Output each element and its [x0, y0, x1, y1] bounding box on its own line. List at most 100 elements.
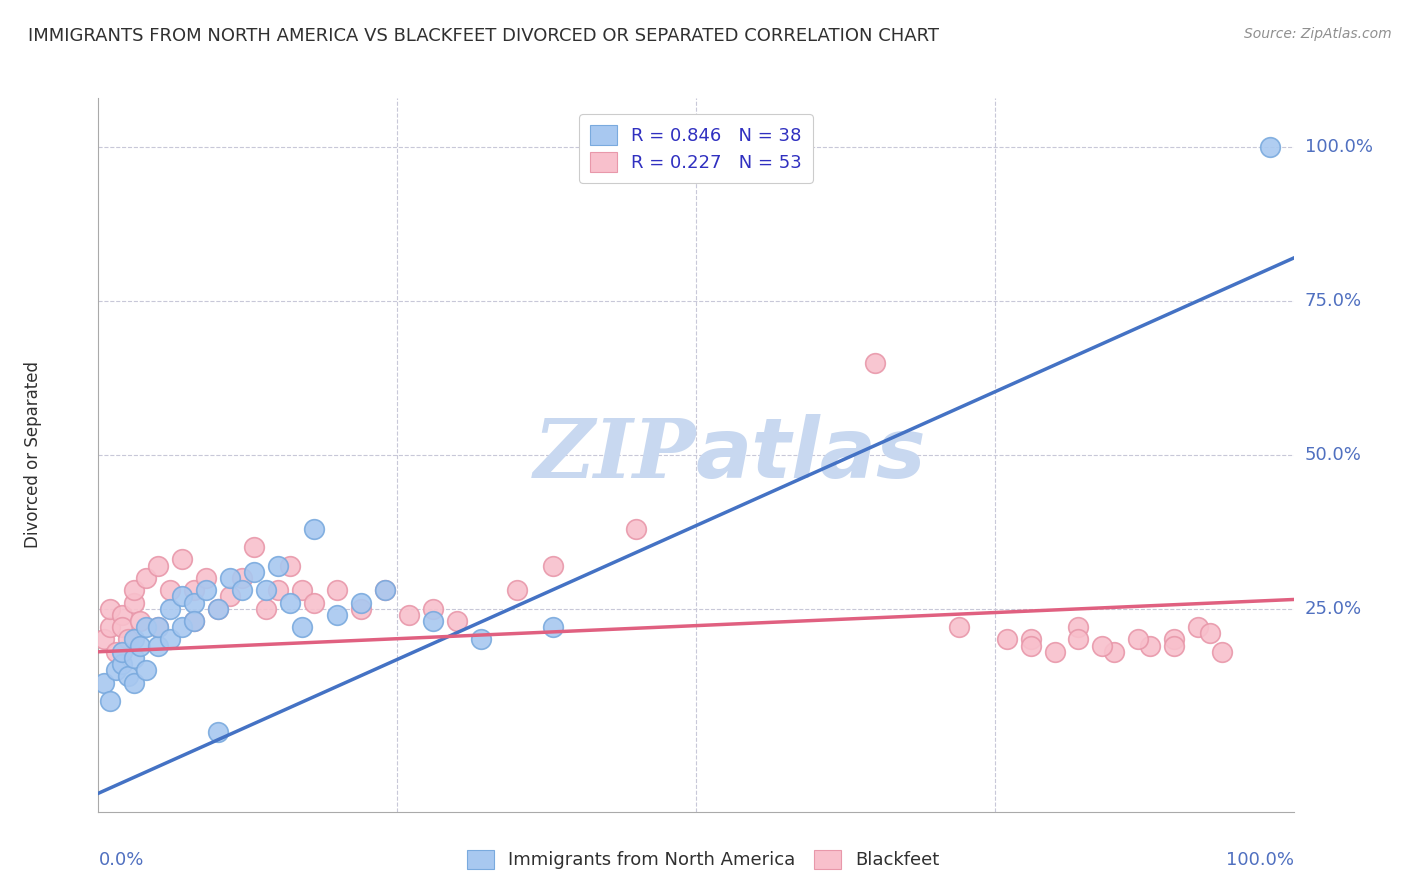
- Point: [1258, 140, 1281, 154]
- Point: [326, 607, 349, 622]
- Point: [207, 601, 229, 615]
- Point: [254, 583, 277, 598]
- Point: [219, 590, 242, 604]
- Point: [1102, 645, 1125, 659]
- Point: [541, 558, 564, 573]
- Text: atlas: atlas: [696, 415, 927, 495]
- Point: [111, 645, 134, 659]
- Point: [302, 522, 325, 536]
- Point: [135, 620, 157, 634]
- Point: [194, 571, 217, 585]
- Point: [159, 583, 181, 598]
- Point: [231, 571, 253, 585]
- Text: ZIP: ZIP: [533, 415, 696, 495]
- Point: [98, 620, 122, 634]
- Point: [172, 620, 194, 634]
- Point: [129, 614, 152, 628]
- Point: [302, 596, 325, 610]
- Point: [1067, 620, 1090, 634]
- Point: [111, 657, 134, 671]
- Point: [290, 620, 312, 634]
- Point: [105, 663, 128, 677]
- Text: 25.0%: 25.0%: [1305, 599, 1362, 618]
- Point: [624, 522, 647, 536]
- Point: [278, 558, 301, 573]
- Point: [183, 596, 205, 610]
- Point: [117, 669, 139, 683]
- Point: [1019, 639, 1042, 653]
- Text: 100.0%: 100.0%: [1305, 138, 1372, 156]
- Point: [1043, 645, 1066, 659]
- Point: [207, 724, 229, 739]
- Point: [159, 601, 181, 615]
- Point: [183, 583, 205, 598]
- Point: [124, 583, 146, 598]
- Point: [374, 583, 396, 598]
- Point: [1139, 639, 1161, 653]
- Point: [422, 614, 444, 628]
- Point: [243, 565, 266, 579]
- Point: [254, 601, 277, 615]
- Point: [1091, 639, 1114, 653]
- Point: [422, 601, 444, 615]
- Point: [124, 632, 146, 647]
- Text: IMMIGRANTS FROM NORTH AMERICA VS BLACKFEET DIVORCED OR SEPARATED CORRELATION CHA: IMMIGRANTS FROM NORTH AMERICA VS BLACKFE…: [28, 27, 939, 45]
- Point: [350, 596, 373, 610]
- Text: Source: ZipAtlas.com: Source: ZipAtlas.com: [1244, 27, 1392, 41]
- Point: [1163, 632, 1185, 647]
- Text: 100.0%: 100.0%: [1226, 851, 1294, 869]
- Point: [267, 558, 290, 573]
- Point: [1067, 632, 1090, 647]
- Point: [148, 558, 170, 573]
- Point: [194, 583, 217, 598]
- Point: [172, 552, 194, 566]
- Point: [207, 601, 229, 615]
- Point: [863, 356, 886, 370]
- Point: [326, 583, 349, 598]
- Legend: R = 0.846   N = 38, R = 0.227   N = 53: R = 0.846 N = 38, R = 0.227 N = 53: [579, 114, 813, 183]
- Point: [148, 639, 170, 653]
- Point: [124, 596, 146, 610]
- Point: [1163, 639, 1185, 653]
- Point: [98, 694, 122, 708]
- Text: 75.0%: 75.0%: [1305, 292, 1362, 310]
- Point: [1019, 632, 1042, 647]
- Point: [350, 601, 373, 615]
- Point: [124, 675, 146, 690]
- Point: [1198, 626, 1220, 640]
- Point: [1211, 645, 1233, 659]
- Point: [995, 632, 1018, 647]
- Point: [183, 614, 205, 628]
- Point: [470, 632, 492, 647]
- Legend: Immigrants from North America, Blackfeet: Immigrants from North America, Blackfeet: [458, 840, 948, 879]
- Point: [267, 583, 290, 598]
- Point: [111, 620, 134, 634]
- Point: [135, 663, 157, 677]
- Point: [105, 645, 128, 659]
- Point: [93, 675, 115, 690]
- Point: [183, 614, 205, 628]
- Point: [1187, 620, 1209, 634]
- Point: [243, 540, 266, 554]
- Point: [231, 583, 253, 598]
- Point: [374, 583, 396, 598]
- Point: [1128, 632, 1150, 647]
- Point: [148, 620, 170, 634]
- Point: [506, 583, 529, 598]
- Point: [219, 571, 242, 585]
- Text: 50.0%: 50.0%: [1305, 446, 1361, 464]
- Point: [98, 601, 122, 615]
- Point: [290, 583, 312, 598]
- Text: 0.0%: 0.0%: [98, 851, 143, 869]
- Point: [93, 632, 115, 647]
- Point: [148, 620, 170, 634]
- Point: [446, 614, 468, 628]
- Point: [124, 651, 146, 665]
- Point: [278, 596, 301, 610]
- Point: [172, 590, 194, 604]
- Point: [159, 632, 181, 647]
- Point: [135, 571, 157, 585]
- Point: [129, 639, 152, 653]
- Point: [117, 632, 139, 647]
- Point: [948, 620, 970, 634]
